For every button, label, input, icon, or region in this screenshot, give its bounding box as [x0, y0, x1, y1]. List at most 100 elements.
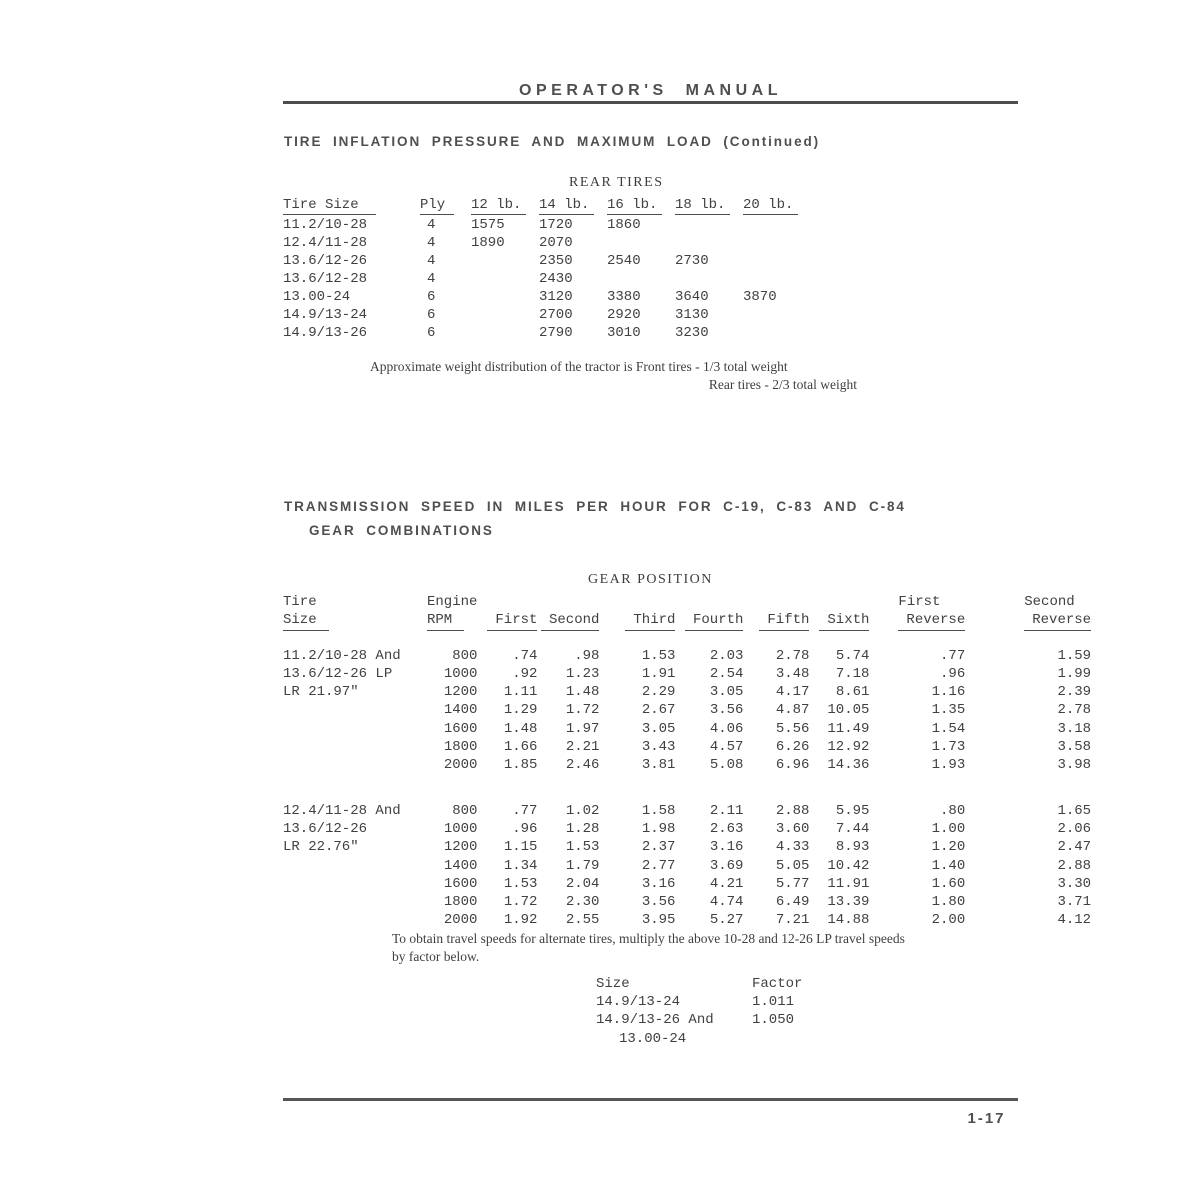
tire-table-cell: 13.6/12-28 — [283, 271, 368, 287]
tire-table-cell — [743, 324, 813, 342]
gear-table-cell: 8.61 — [835, 684, 870, 701]
weight-note-line1: Approximate weight distribution of the t… — [370, 359, 788, 374]
tire-table-header-row: Tire Size Ply 12 lb. 14 lb. 16 lb. 18 lb. 20 l… — [283, 196, 813, 216]
tire-table-cell: 2350 — [539, 253, 573, 269]
gear-table-cell: 1600 — [443, 720, 478, 737]
gear-table-row: 1400 1.34 1.79 2.77 3.69 5.05 10.42 1.40 2.88 — [283, 857, 1091, 875]
gear-table-row: 13.6/12-26 LP 1000 .92 1.23 1.91 2.54 3.48 7.18… — [283, 665, 1091, 683]
tire-table-cell: 4 — [427, 235, 436, 251]
gear-table-cell: 1.79 — [565, 857, 600, 874]
gear-col-header: RPM — [427, 611, 477, 631]
factor-value: 1.011 — [752, 994, 795, 1011]
gear-table-row: 1600 1.48 1.97 3.05 4.06 5.56 11.49 1.54 3.18 — [283, 720, 1091, 738]
gear-col-header: Third — [599, 611, 676, 631]
gear-table-row: 1800 1.66 2.21 3.43 4.57 6.26 12.92 1.73 3.58 — [283, 738, 1091, 756]
gear-table-cell: 1800 — [443, 894, 478, 911]
gear-col-header-top — [477, 593, 537, 611]
page-number: 1-17 — [967, 1110, 1006, 1127]
tire-col-header: Ply — [420, 196, 471, 216]
gear-col-header: Fifth — [743, 611, 810, 631]
gear-col-header-top: Second — [1024, 594, 1075, 610]
gear-table-row: 11.2/10-28 And 800 .74 .98 1.53 2.03 2.78 5.74.… — [283, 647, 1091, 665]
gear-table-cell: .77 — [512, 802, 538, 819]
gear-table-cell: 1.60 — [931, 875, 966, 892]
gear-table-cell: 1.73 — [931, 739, 966, 756]
gear-table-cell: 6.96 — [775, 757, 810, 774]
gear-col-header: Reverse — [869, 611, 966, 631]
tire-table-cell — [675, 234, 743, 252]
tire-col-header: 20 lb. — [743, 196, 813, 216]
gear-table-cell: 3.98 — [1057, 757, 1092, 774]
gear-table-cell: 7.18 — [835, 665, 870, 682]
gear-table-cell: 5.77 — [775, 875, 810, 892]
gear-col-header: Size — [283, 611, 427, 631]
gear-table-cell: 1.29 — [503, 702, 538, 719]
gear-table-cell: 1.34 — [503, 857, 538, 874]
gear-table-row: 2000 1.92 2.55 3.95 5.27 7.21 14.88 2.00 4.12 — [283, 911, 1091, 929]
gear-table-cell: 2.77 — [641, 857, 676, 874]
gear-table-cell: 1800 — [443, 739, 478, 756]
tire-table-cell: 3380 — [607, 289, 641, 305]
gear-table-cell: 1.85 — [503, 757, 538, 774]
gear-table-cell: 3.69 — [709, 857, 744, 874]
tire-table-cell: 2790 — [539, 325, 573, 341]
gear-table-cell: 1.97 — [565, 720, 600, 737]
factor-header-row: Size Factor — [596, 975, 802, 993]
factor-row: 14.9/13-24 1.011 — [596, 993, 802, 1011]
gear-table-cell: 3.60 — [775, 820, 810, 837]
tire-table-cell: 4 — [427, 253, 436, 269]
gear-table-cell: .96 — [940, 665, 966, 682]
tire-table-cell: 13.00-24 — [283, 289, 351, 305]
gear-table-cell: 2000 — [443, 757, 478, 774]
gear-table-cell: .96 — [512, 820, 538, 837]
gear-table-cell: 1.00 — [931, 820, 966, 837]
tire-table-cell — [743, 270, 813, 288]
factor-size-value: 14.9/13-24 — [596, 994, 681, 1011]
gear-table-cell: 1.35 — [931, 702, 966, 719]
gear-tire-label: 12.4/11-28 And — [283, 802, 401, 819]
gear-table-cell: 1.72 — [503, 894, 538, 911]
gear-table-cell: 4.87 — [775, 702, 810, 719]
gear-col-header-top — [599, 593, 675, 611]
tire-table-cell — [743, 252, 813, 270]
tire-table-cell: 3640 — [675, 289, 709, 305]
tire-table-cell — [471, 306, 539, 324]
gear-table-cell: 1.92 — [503, 912, 538, 929]
gear-table-cell: 4.17 — [775, 684, 810, 701]
gear-table-cell: 4.57 — [709, 739, 744, 756]
factor-note-line1: To obtain travel speeds for alternate ti… — [392, 931, 905, 946]
gear-table-cell: 4.21 — [709, 875, 744, 892]
gear-tire-label — [283, 893, 427, 911]
gear-table-cell: 10.05 — [827, 702, 870, 719]
tire-table-cell — [607, 270, 675, 288]
gear-table-row: LR 22.76" 1200 1.15 1.53 2.37 3.16 4.33 8.93 1.2… — [283, 838, 1091, 856]
gear-tire-label: 13.6/12-26 LP — [283, 665, 393, 682]
gear-table-cell: 2.29 — [641, 684, 676, 701]
gear-table-cell: 2.54 — [709, 665, 744, 682]
gear-table-cell: 2.30 — [565, 894, 600, 911]
tire-table-cell: 4 — [427, 271, 436, 287]
gear-tire-label — [283, 701, 427, 719]
factor-size-value: 13.00-24 — [619, 1030, 687, 1047]
tire-col-header: 12 lb. — [471, 196, 539, 216]
gear-table-cell: 2.55 — [565, 912, 600, 929]
gear-tire-label — [283, 911, 427, 929]
tire-table-row: 13.00-24 6 3120 3380 3640 3870 — [283, 288, 813, 306]
tire-table-cell: 14.9/13-24 — [283, 307, 368, 323]
gear-table-cell: 5.27 — [709, 912, 744, 929]
gear-tire-label: 11.2/10-28 And — [283, 647, 401, 664]
gear-table-cell: 3.95 — [641, 912, 676, 929]
tire-table-cell — [743, 216, 813, 234]
tire-table-cell: 14.9/13-26 — [283, 325, 368, 341]
gear-col-header-top — [675, 593, 743, 611]
gear-table-cell: 3.16 — [641, 875, 676, 892]
gear-col-header-top: Tire — [283, 594, 317, 610]
tire-col-header: 18 lb. — [675, 196, 743, 216]
tire-col-header: Tire Size — [283, 196, 420, 216]
tire-table-row: 13.6/12-28 4 2430 — [283, 270, 813, 288]
gear-table-cell: 1.65 — [1057, 802, 1092, 819]
gear-table-cell: 2.78 — [775, 647, 810, 664]
gear-tire-label — [283, 738, 427, 756]
gear-tire-label — [283, 857, 427, 875]
